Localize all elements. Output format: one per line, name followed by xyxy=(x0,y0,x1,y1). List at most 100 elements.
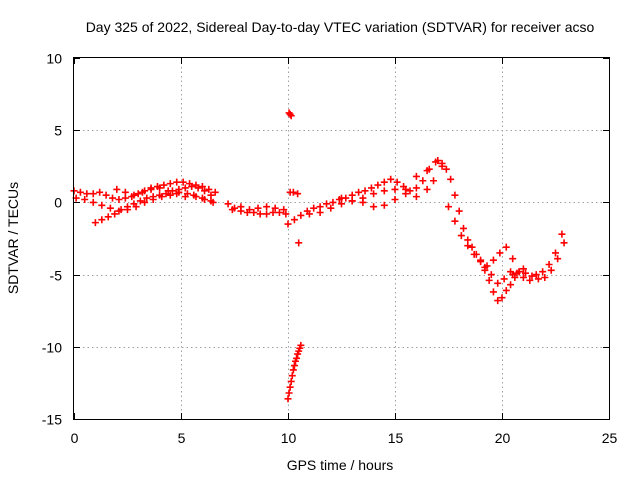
data-point xyxy=(489,288,497,296)
data-point xyxy=(130,191,138,199)
data-point xyxy=(198,194,206,202)
data-point xyxy=(149,193,157,201)
data-point xyxy=(552,249,559,257)
y-tick-label: -5 xyxy=(50,268,63,284)
axis-ticks xyxy=(74,58,610,420)
data-point xyxy=(507,281,515,289)
data-point xyxy=(113,185,121,193)
data-point xyxy=(102,191,110,199)
data-point xyxy=(160,181,168,189)
data-point xyxy=(534,275,542,283)
data-point xyxy=(374,181,382,189)
data-point xyxy=(280,206,288,214)
data-point xyxy=(412,184,420,192)
data-point xyxy=(156,184,164,192)
y-tick-label: -15 xyxy=(42,412,62,428)
data-point xyxy=(554,255,562,263)
data-points xyxy=(70,109,568,403)
data-point xyxy=(294,190,302,198)
data-point xyxy=(237,203,245,211)
data-point xyxy=(532,271,540,279)
data-point xyxy=(147,185,155,193)
data-point xyxy=(355,188,363,196)
data-point xyxy=(91,219,99,227)
data-point xyxy=(430,177,438,185)
data-point xyxy=(271,204,279,212)
series-arc-f xyxy=(228,203,288,214)
data-point xyxy=(361,187,369,195)
data-point xyxy=(166,180,174,188)
data-point xyxy=(284,395,292,403)
data-point xyxy=(143,194,151,202)
data-point xyxy=(455,207,463,215)
series-arc-c xyxy=(91,183,215,227)
data-point xyxy=(289,188,297,196)
data-point xyxy=(470,250,478,258)
data-point xyxy=(211,188,219,196)
data-point xyxy=(164,187,172,195)
data-point xyxy=(289,366,297,374)
y-tick-label: -10 xyxy=(42,340,62,356)
data-point xyxy=(181,193,189,201)
data-point xyxy=(166,191,174,199)
data-point xyxy=(338,194,345,202)
x-axis-label: GPS time / hours xyxy=(287,457,394,473)
data-point xyxy=(387,175,395,183)
data-point xyxy=(526,276,534,284)
data-point xyxy=(494,297,502,305)
series-arc-e xyxy=(224,200,290,218)
data-point xyxy=(451,217,459,225)
data-point xyxy=(98,216,106,224)
data-point xyxy=(173,178,181,186)
data-point xyxy=(285,389,293,397)
data-point xyxy=(173,190,181,198)
data-point xyxy=(509,255,517,263)
data-point xyxy=(104,213,112,221)
data-point xyxy=(76,188,84,196)
data-point xyxy=(412,172,420,180)
series-arc-m xyxy=(509,239,568,283)
data-point xyxy=(519,273,527,281)
data-point xyxy=(269,209,277,217)
y-tick-label: 5 xyxy=(54,123,62,139)
data-point xyxy=(380,187,388,195)
plot-frame xyxy=(73,57,610,420)
data-point xyxy=(109,194,117,202)
data-point xyxy=(284,220,292,228)
y-tick-label: 0 xyxy=(54,195,62,211)
data-point xyxy=(175,185,183,193)
data-point xyxy=(201,187,209,195)
data-point xyxy=(287,112,295,120)
data-point xyxy=(496,249,504,257)
data-point xyxy=(359,198,367,206)
data-point xyxy=(494,279,502,287)
data-point xyxy=(489,256,497,264)
data-point xyxy=(290,362,298,370)
x-tick-label: 25 xyxy=(602,430,618,446)
data-point xyxy=(370,203,378,211)
data-point xyxy=(130,200,138,208)
series-arc-d xyxy=(113,184,215,205)
series-arc-j xyxy=(434,157,527,305)
data-point xyxy=(179,178,187,186)
data-point xyxy=(502,243,510,251)
data-point xyxy=(297,341,305,349)
data-point xyxy=(502,286,510,294)
tick-labels: 0 5 10 15 20 25 -15 -10 -5 0 5 10 xyxy=(42,51,618,447)
data-point xyxy=(136,197,144,205)
data-point xyxy=(254,204,262,212)
data-point xyxy=(190,191,198,199)
data-point xyxy=(558,230,566,238)
data-point xyxy=(438,159,446,167)
data-point xyxy=(295,239,303,247)
data-point xyxy=(348,197,356,205)
y-axis-label: SDTVAR / TECUs xyxy=(5,182,21,294)
data-point xyxy=(89,198,97,206)
data-point xyxy=(288,372,296,380)
data-point xyxy=(297,211,305,219)
data-point xyxy=(263,203,271,211)
data-point xyxy=(539,268,547,276)
data-point xyxy=(406,187,414,195)
data-point xyxy=(477,256,485,264)
